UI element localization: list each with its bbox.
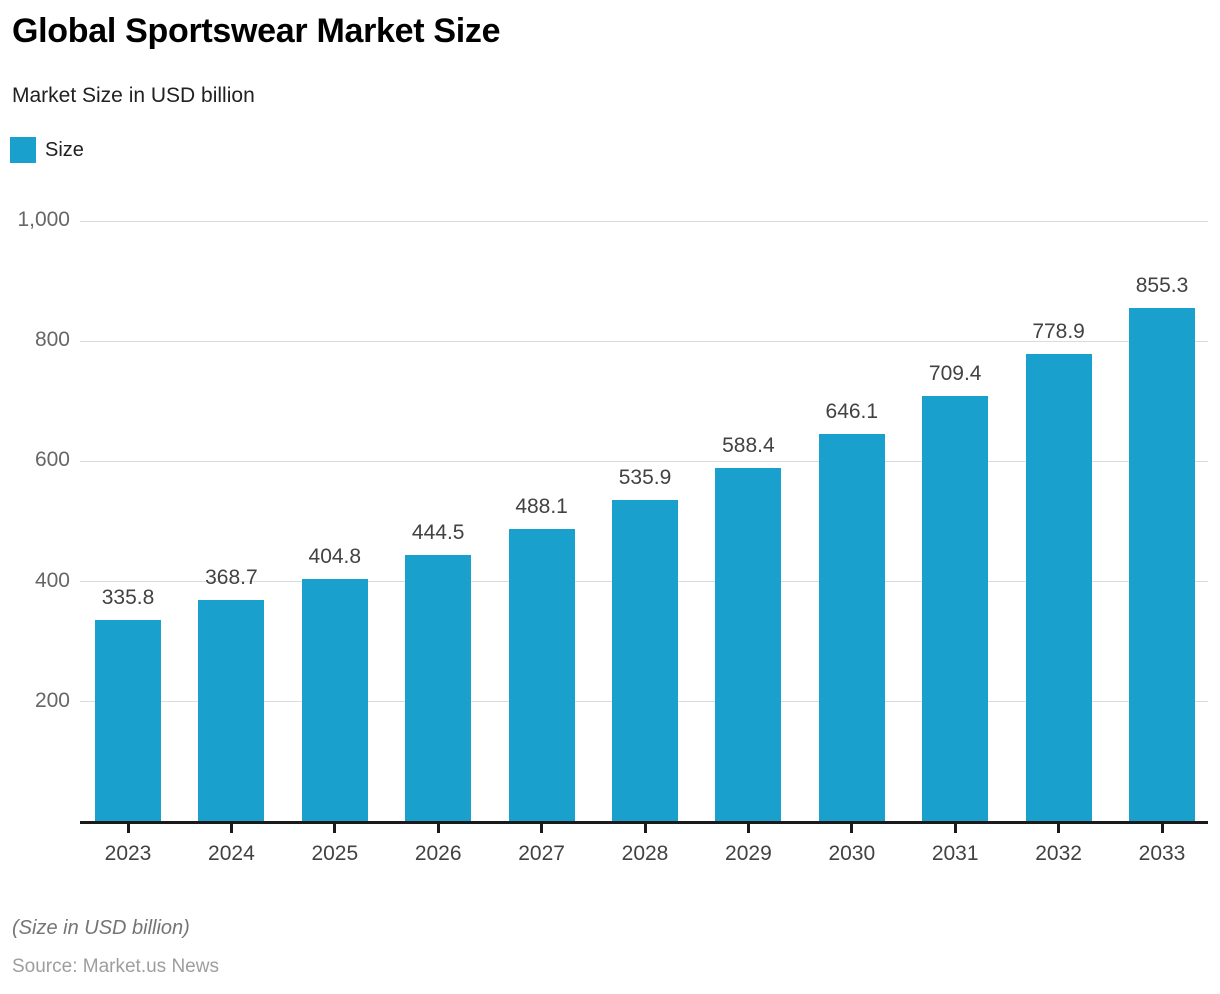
- x-axis-tick-2033: [1160, 824, 1164, 833]
- x-axis-label-2032: 2032: [1035, 842, 1082, 865]
- y-axis-tick-label-400: 400: [34, 568, 70, 592]
- bar-2023[interactable]: [95, 620, 161, 822]
- x-axis-tick-2026: [436, 824, 440, 833]
- bar-2024[interactable]: [198, 600, 265, 822]
- bar-2033[interactable]: [1129, 307, 1195, 822]
- x-axis-tick-2029: [746, 824, 750, 833]
- bar-value-label-2030: 646.1: [825, 399, 879, 423]
- legend: Size: [10, 137, 84, 163]
- x-axis-line: [80, 821, 1208, 824]
- x-axis-tick-2023: [126, 824, 130, 833]
- x-axis-label-2030: 2030: [828, 842, 876, 865]
- bar-value-label-2026: 444.5: [411, 520, 465, 544]
- x-axis-label-2024: 2024: [208, 842, 255, 865]
- gridline-1000: [80, 220, 1208, 222]
- x-axis-tick-2032: [1057, 824, 1061, 833]
- legend-item-size[interactable]: Size: [45, 138, 84, 161]
- x-axis-label-2028: 2028: [621, 842, 669, 865]
- footnote: (Size in USD billion): [12, 917, 190, 939]
- x-axis-label-2029: 2029: [725, 842, 772, 865]
- bar-value-label-2032: 778.9: [1032, 319, 1085, 343]
- bar-value-label-2027: 488.1: [515, 494, 568, 518]
- bar-2027[interactable]: [508, 528, 575, 822]
- bar-2031[interactable]: [922, 395, 989, 822]
- bar-value-label-2025: 404.8: [308, 544, 362, 568]
- x-axis-tick-2024: [229, 824, 233, 833]
- bar-2029[interactable]: [715, 468, 782, 822]
- gridline-600: [80, 460, 1208, 462]
- gridline-800: [80, 340, 1208, 342]
- x-axis-tick-2025: [333, 824, 337, 833]
- x-axis-label-2026: 2026: [414, 842, 462, 865]
- source-credit: Source: Market.us News: [12, 956, 219, 977]
- x-axis-label-2023: 2023: [104, 842, 152, 865]
- bar-2025[interactable]: [301, 578, 368, 822]
- bar-2032[interactable]: [1025, 353, 1092, 822]
- bar-2030[interactable]: [818, 433, 885, 822]
- bar-value-label-2033: 855.3: [1135, 273, 1189, 297]
- chart-subtitle: Market Size in USD billion: [12, 84, 255, 107]
- x-axis-label-2025: 2025: [311, 842, 359, 865]
- x-axis-label-2027: 2027: [518, 842, 565, 865]
- bar-value-label-2029: 588.4: [722, 434, 775, 458]
- y-axis-tick-label-600: 600: [34, 448, 70, 472]
- x-axis-tick-2028: [643, 824, 647, 833]
- x-axis-label-2033: 2033: [1138, 842, 1186, 865]
- bar-value-label-2023: 335.8: [101, 586, 155, 610]
- y-axis-tick-label-1000: 1,000: [17, 208, 70, 231]
- x-axis-tick-2030: [850, 824, 854, 833]
- bar-2026[interactable]: [405, 554, 472, 822]
- y-axis-tick-label-800: 800: [34, 328, 70, 352]
- chart-title: Global Sportswear Market Size: [12, 12, 501, 50]
- bar-value-label-2031: 709.4: [928, 361, 982, 385]
- legend-swatch-icon: [10, 137, 36, 163]
- y-axis-tick-label-200: 200: [34, 688, 70, 712]
- bar-2028[interactable]: [612, 499, 678, 822]
- bar-value-label-2024: 368.7: [205, 566, 258, 590]
- x-axis-tick-2027: [540, 824, 544, 833]
- x-axis-tick-2031: [953, 824, 957, 833]
- x-axis-label-2031: 2031: [931, 842, 979, 865]
- bar-value-label-2028: 535.9: [618, 465, 672, 489]
